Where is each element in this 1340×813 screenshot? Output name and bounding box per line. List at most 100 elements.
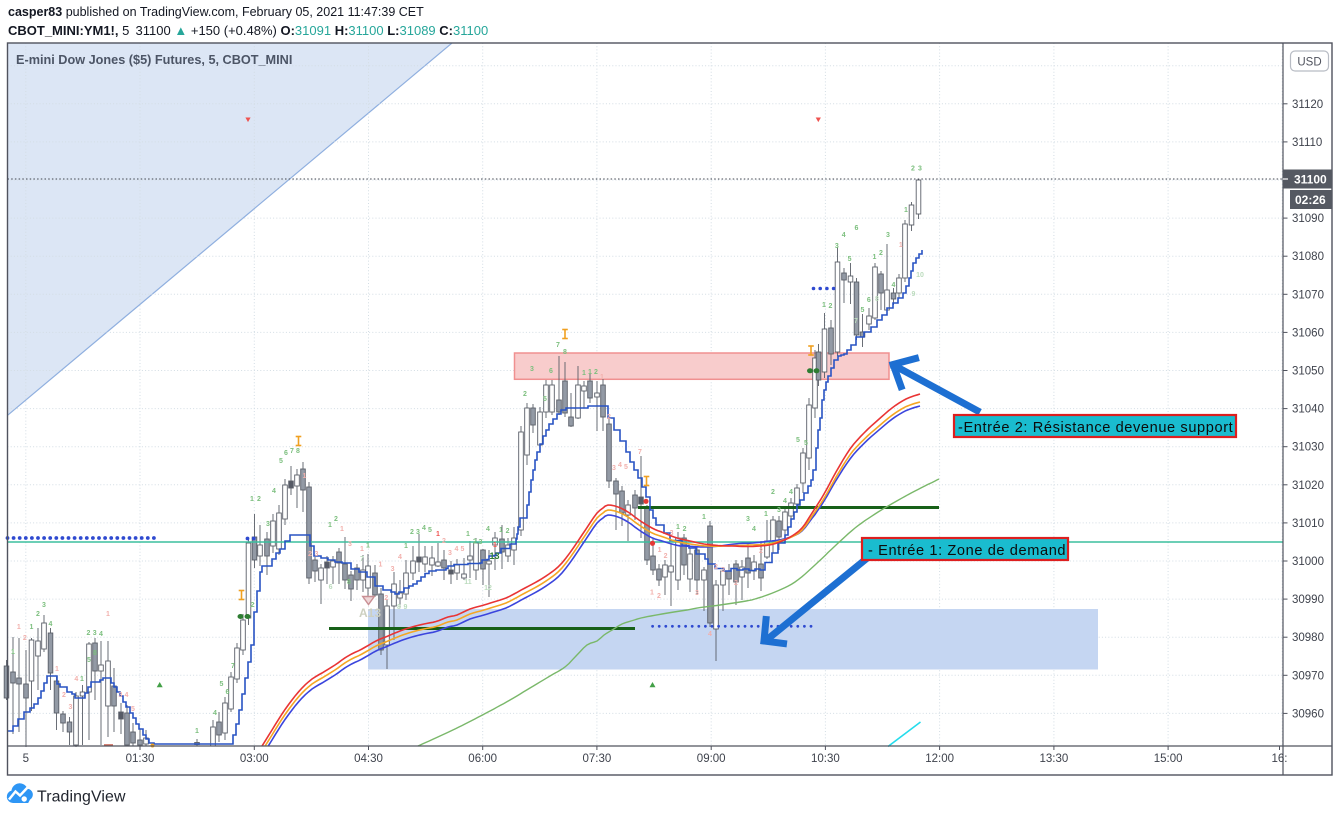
svg-text:E-mini Dow Jones ($5) Futures,: E-mini Dow Jones ($5) Futures, 5, CBOT_M… (16, 53, 292, 67)
svg-text:2: 2 (410, 529, 414, 536)
svg-text:1: 1 (436, 531, 440, 538)
svg-text:1: 1 (493, 542, 497, 549)
svg-text:2: 2 (506, 528, 510, 535)
svg-text:3: 3 (315, 551, 319, 558)
svg-text:7: 7 (290, 448, 294, 455)
svg-text:1: 1 (17, 624, 21, 631)
svg-text:-Entrée 2: Résistance devenue: -Entrée 2: Résistance devenue support (958, 420, 1233, 436)
svg-text:1: 1 (499, 527, 503, 534)
svg-text:2: 2 (251, 602, 255, 609)
svg-text:3: 3 (695, 590, 699, 597)
svg-text:1: 1 (764, 511, 768, 518)
svg-text:6: 6 (284, 450, 288, 457)
svg-text:10:30: 10:30 (811, 753, 840, 765)
svg-text:5: 5 (131, 706, 135, 713)
svg-text:1: 1 (466, 531, 470, 538)
svg-text:9: 9 (404, 604, 408, 611)
svg-text:1: 1 (899, 242, 903, 249)
svg-text:2: 2 (664, 553, 668, 560)
svg-text:1: 1 (80, 676, 84, 683)
svg-text:5: 5 (279, 458, 283, 465)
svg-text:1: 1 (676, 524, 680, 531)
svg-text:6: 6 (329, 584, 333, 591)
svg-text:09:00: 09:00 (697, 753, 726, 765)
svg-text:5: 5 (848, 256, 852, 263)
svg-text:3: 3 (416, 529, 420, 536)
svg-text:5: 5 (543, 396, 547, 403)
svg-text:2: 2 (308, 551, 312, 558)
svg-text:2: 2 (911, 166, 915, 173)
svg-text:1: 1 (55, 666, 59, 673)
svg-text:2: 2 (257, 496, 261, 503)
svg-text:1: 1 (582, 370, 586, 377)
svg-text:7: 7 (360, 556, 364, 563)
svg-text:2: 2 (36, 611, 40, 618)
svg-text:31000: 31000 (1292, 556, 1324, 568)
svg-text:1: 1 (29, 624, 33, 631)
svg-text:4: 4 (892, 282, 896, 289)
svg-text:1: 1 (873, 254, 877, 261)
svg-text:2: 2 (734, 580, 738, 587)
svg-text:2: 2 (442, 538, 446, 545)
svg-text:8: 8 (563, 349, 567, 356)
svg-text:12:00: 12:00 (925, 753, 954, 765)
svg-text:3: 3 (479, 539, 483, 546)
svg-text:4: 4 (618, 462, 622, 469)
svg-text:2: 2 (523, 391, 527, 398)
svg-text:3: 3 (530, 366, 534, 373)
svg-text:4: 4 (455, 546, 459, 553)
svg-text:10: 10 (916, 272, 924, 279)
svg-text:3: 3 (93, 630, 97, 637)
svg-text:2: 2 (771, 489, 775, 496)
svg-text:2: 2 (334, 516, 338, 523)
svg-text:1: 1 (404, 543, 408, 550)
svg-text:9: 9 (912, 291, 916, 298)
svg-text:- Entrée 1: Zone de demand: - Entrée 1: Zone de demand (868, 543, 1066, 559)
svg-text:8: 8 (397, 604, 401, 611)
svg-text:31020: 31020 (1292, 480, 1324, 492)
svg-text:casper83 published on TradingV: casper83 published on TradingView.com, F… (8, 5, 424, 19)
svg-text:4: 4 (272, 488, 276, 495)
svg-text:4: 4 (422, 525, 426, 532)
svg-text:31100: 31100 (1294, 173, 1327, 187)
svg-text:01:30: 01:30 (126, 753, 155, 765)
svg-text:3: 3 (835, 243, 839, 250)
svg-text:04:30: 04:30 (354, 753, 383, 765)
svg-text:02:26: 02:26 (1295, 193, 1326, 207)
svg-text:6: 6 (855, 225, 859, 232)
svg-text:3: 3 (721, 567, 725, 574)
svg-text:7: 7 (556, 342, 560, 349)
svg-text:5: 5 (624, 464, 628, 471)
svg-text:31070: 31070 (1292, 289, 1324, 301)
svg-text:3: 3 (670, 530, 674, 537)
svg-text:2: 2 (683, 526, 687, 533)
svg-text:TradingView: TradingView (37, 789, 126, 806)
svg-text:2: 2 (384, 595, 388, 602)
svg-text:5: 5 (804, 440, 808, 447)
svg-text:3: 3 (777, 507, 781, 514)
svg-text:4: 4 (99, 631, 103, 638)
svg-text:2: 2 (714, 564, 718, 571)
svg-text:1: 1 (600, 374, 604, 381)
svg-text:30970: 30970 (1292, 670, 1324, 682)
svg-text:8: 8 (347, 579, 351, 586)
svg-text:6: 6 (226, 689, 230, 696)
svg-text:2: 2 (594, 369, 598, 376)
svg-text:1: 1 (379, 562, 383, 569)
svg-text:1: 1 (822, 302, 826, 309)
svg-text:3: 3 (746, 516, 750, 523)
svg-text:5: 5 (796, 437, 800, 444)
svg-text:1: 1 (328, 522, 332, 529)
svg-text:5: 5 (23, 753, 29, 765)
svg-text:7: 7 (638, 449, 642, 456)
svg-text:3: 3 (68, 704, 72, 711)
svg-text:1: 1 (250, 496, 254, 503)
svg-text:6: 6 (867, 297, 871, 304)
svg-text:11: 11 (464, 579, 472, 586)
svg-text:30990: 30990 (1292, 594, 1324, 606)
svg-text:31120: 31120 (1292, 99, 1323, 111)
svg-text:2: 2 (87, 630, 91, 637)
svg-text:4: 4 (49, 621, 53, 628)
svg-text:CBOT_MINI:YM1!, 5 31100 ▲ +15: CBOT_MINI:YM1!, 5 31100 ▲ +150 (+0.48%) … (8, 23, 488, 38)
svg-text:31110: 31110 (1292, 137, 1322, 149)
